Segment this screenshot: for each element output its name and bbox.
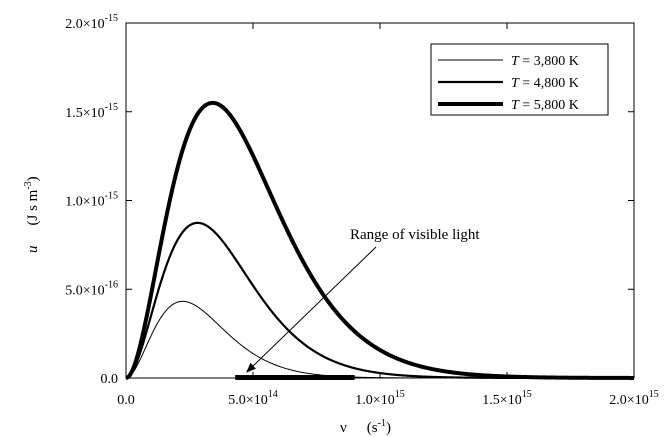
x-axis-title: ν (s-1)	[340, 418, 391, 436]
x-tick-label: 2.0×1015	[609, 389, 658, 408]
series-layer	[125, 100, 635, 380]
series-line-4800	[125, 221, 634, 380]
y-tick-label: 2.0×10-15	[65, 13, 118, 32]
y-tick-label: 1.0×10-15	[65, 191, 118, 210]
visible-light-annotation: Range of visible light	[350, 227, 480, 243]
x-tick-label: 5.0×1014	[228, 389, 277, 408]
legend-label-4800: T = 4,800 K	[511, 76, 579, 91]
series-line-3800	[125, 300, 634, 379]
y-tick-label: 5.0×10-16	[65, 279, 118, 298]
x-tick-label: 1.0×1015	[355, 389, 404, 408]
legend-label-3800: T = 3,800 K	[511, 54, 579, 69]
y-tick-label: 1.5×10-15	[65, 102, 118, 121]
annotation-arrow	[246, 246, 377, 373]
legend-label-5800: T = 5,800 K	[511, 98, 579, 113]
y-axis-title: u(J s m-3)	[23, 176, 41, 253]
x-tick-label: 1.5×1015	[482, 389, 531, 408]
y-tick-label: 0.0	[101, 372, 119, 387]
legend: T = 3,800 K T = 4,800 K T = 5,800 K	[430, 43, 609, 116]
x-tick-label: 0.0	[117, 393, 135, 408]
series-line-5800	[125, 100, 635, 380]
